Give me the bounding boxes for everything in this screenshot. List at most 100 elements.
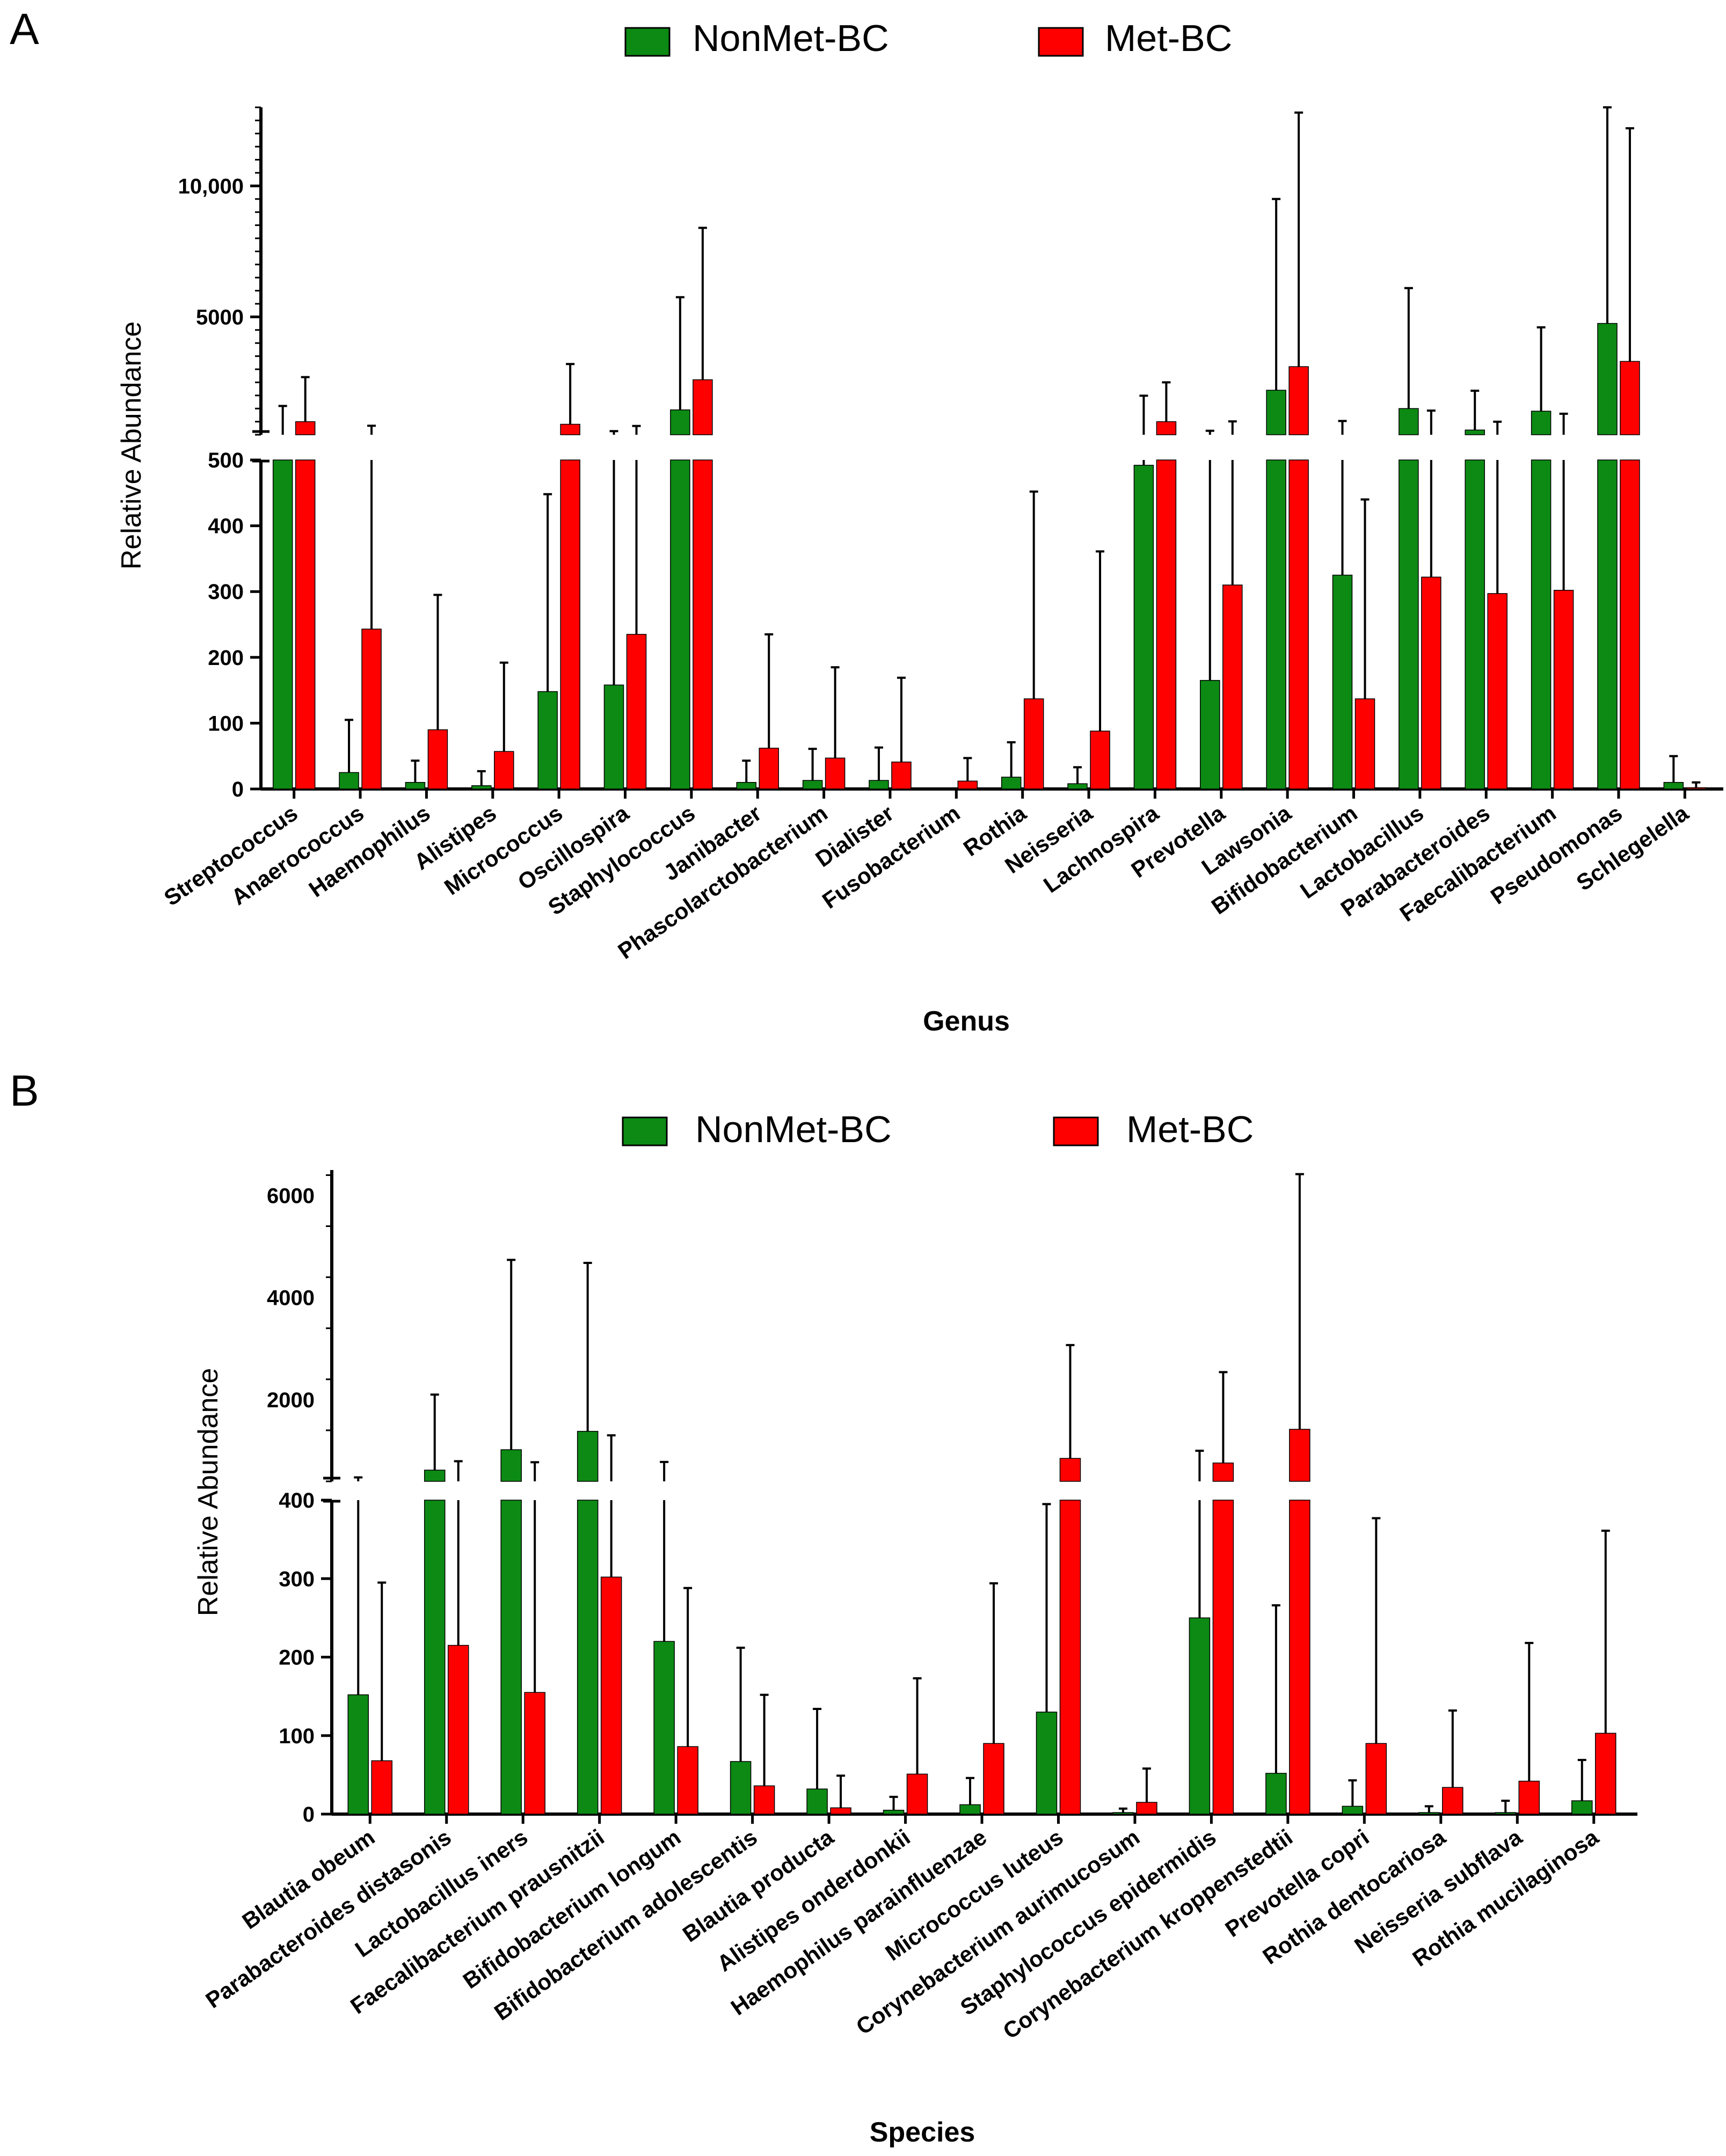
bar-nonmet-faecalibacterium	[1531, 459, 1552, 790]
bar-nonmet-staphylococcus-epidermidis	[1189, 1617, 1211, 1815]
legend-label-met: Met-BC	[1105, 17, 1232, 59]
bar-met-micrococcus-luteus	[1059, 1500, 1081, 1815]
panel-b-y-axis-title: Relative Abundance	[193, 1368, 224, 1617]
bar-met-lawsonia	[1288, 459, 1309, 790]
panel-b-legend: NonMet-BC Met-BC	[622, 1108, 1254, 1150]
panel-a: A NonMet-BC Met-BC Relative Abundance Ge…	[10, 5, 1723, 1037]
bar-met-alistipes-onderdonkii	[906, 1773, 928, 1815]
y-tick-label: 300	[208, 580, 244, 604]
bar-nonmet-staphylococcus-upper	[670, 409, 690, 435]
bar-met-neisseria-subflava	[1518, 1780, 1540, 1815]
y-tick-label: 6000	[267, 1185, 315, 1208]
bar-met-oscillospira	[626, 634, 647, 790]
bar-nonmet-corynebacterium-aurimucosum	[1112, 1812, 1134, 1815]
y-tick-label: 100	[279, 1724, 315, 1748]
bar-met-faecalibacterium	[1553, 589, 1574, 790]
legend-label-nonmet-b: NonMet-BC	[695, 1108, 892, 1150]
bar-nonmet-pseudomonas-upper	[1597, 323, 1618, 435]
bar-met-neisseria	[1090, 730, 1110, 790]
bar-nonmet-rothia	[1001, 777, 1022, 790]
bar-met-staphylococcus-epidermidis-upper	[1212, 1463, 1234, 1482]
bar-met-micrococcus-upper	[560, 423, 580, 435]
bar-met-prevotella	[1222, 584, 1243, 790]
bar-nonmet-bifidobacterium	[1332, 574, 1353, 790]
bar-nonmet-lactobacillus-iners-upper	[500, 1449, 522, 1482]
bar-nonmet-janibacter	[736, 781, 756, 790]
bar-nonmet-bifidobacterium-adolescentis	[730, 1761, 752, 1815]
bar-met-lachnospira	[1156, 459, 1177, 790]
bar-met-fusobacterium	[957, 780, 978, 790]
bar-met-lawsonia-upper	[1288, 366, 1309, 435]
bar-nonmet-micrococcus-luteus	[1036, 1712, 1058, 1815]
y-tick-label: 400	[279, 1489, 315, 1512]
bar-nonmet-schlegelella	[1663, 781, 1684, 790]
panel-b-x-axis-title: Species	[870, 2117, 975, 2148]
bar-met-staphylococcus-upper	[693, 379, 713, 435]
bar-met-lactobacillus	[1421, 576, 1441, 790]
bar-nonmet-neisseria	[1067, 783, 1088, 790]
bar-nonmet-haemophilus	[405, 781, 426, 790]
bar-met-micrococcus-luteus-upper	[1059, 1458, 1081, 1482]
bar-nonmet-faecalibacterium-prausnitzii-upper	[577, 1431, 599, 1482]
bar-nonmet-parabacteroides-upper	[1465, 429, 1485, 435]
bar-met-rothia	[1023, 698, 1044, 790]
bar-nonmet-prevotella	[1200, 679, 1220, 790]
bar-met-bifidobacterium-longum	[677, 1746, 698, 1815]
bar-met-faecalibacterium-prausnitzii	[600, 1576, 622, 1815]
bar-nonmet-parabacteroides-distasonis-upper	[424, 1470, 446, 1482]
bar-met-dialister	[891, 761, 912, 790]
panel-a-y-axis-title: Relative Abundance	[116, 321, 147, 570]
bar-met-janibacter	[759, 748, 779, 790]
bar-nonmet-parabacteroides-distasonis	[424, 1500, 446, 1815]
legend-swatch-nonmet	[624, 27, 671, 57]
bar-met-prevotella-copri	[1365, 1743, 1387, 1815]
bar-nonmet-micrococcus	[537, 691, 558, 790]
bar-met-parabacteroides	[1487, 593, 1507, 790]
bar-nonmet-dialister	[869, 780, 889, 790]
bar-met-staphylococcus-epidermidis	[1212, 1500, 1234, 1815]
y-tick-label: 0	[303, 1803, 315, 1826]
bar-met-phascolarctobacterium	[825, 757, 846, 790]
bar-met-bifidobacterium-adolescentis	[753, 1785, 775, 1815]
legend-swatch-met-b	[1053, 1116, 1099, 1146]
bar-nonmet-pseudomonas	[1597, 459, 1618, 790]
legend-label-met-b: Met-BC	[1126, 1108, 1254, 1150]
bar-nonmet-prevotella-copri	[1342, 1806, 1364, 1815]
y-tick-label: 500	[208, 449, 244, 472]
bar-met-bifidobacterium	[1354, 698, 1375, 790]
bar-met-haemophilus-parainfluenzae	[983, 1743, 1004, 1815]
legend-swatch-met	[1038, 27, 1084, 57]
bar-nonmet-oscillospira	[603, 684, 624, 790]
y-tick-label: 300	[279, 1567, 315, 1591]
bar-met-rothia-mucilaginosa	[1595, 1733, 1616, 1815]
bar-met-pseudomonas-upper	[1620, 361, 1640, 435]
bar-nonmet-faecalibacterium-upper	[1531, 411, 1552, 435]
panel-a-x-axis-title: Genus	[923, 1006, 1010, 1037]
bar-met-corynebacterium-aurimucosum	[1136, 1802, 1157, 1815]
bar-met-alistipes	[494, 751, 514, 790]
bar-nonmet-streptococcus	[272, 459, 293, 790]
panel-b: B NonMet-BC Met-BC Relative Abundance Sp…	[10, 1066, 1637, 2148]
bar-nonmet-blautia-producta	[806, 1788, 828, 1815]
bar-met-schlegelella	[1686, 787, 1707, 790]
bar-nonmet-lachnospira	[1133, 465, 1154, 790]
bar-met-anaerococcus	[361, 628, 382, 790]
panel-b-letter: B	[10, 1066, 39, 1115]
bar-nonmet-faecalibacterium-prausnitzii	[577, 1500, 599, 1815]
bar-nonmet-lawsonia-upper	[1266, 390, 1286, 435]
y-tick-label: 200	[279, 1646, 315, 1670]
bar-met-haemophilus	[427, 729, 448, 790]
bar-met-blautia-obeum	[371, 1760, 392, 1815]
bar-nonmet-lawsonia	[1266, 459, 1286, 790]
bar-nonmet-rothia-dentocariosa	[1418, 1812, 1440, 1815]
legend-swatch-nonmet-b	[622, 1116, 668, 1146]
bar-nonmet-phascolarctobacterium	[802, 780, 823, 790]
y-tick-label: 2000	[267, 1388, 315, 1412]
panel-a-plot: 0100200300400500500010,000StreptococcusA…	[159, 106, 1723, 964]
legend-label-nonmet: NonMet-BC	[693, 17, 889, 59]
bar-nonmet-rothia-mucilaginosa	[1571, 1800, 1593, 1815]
y-tick-label: 200	[208, 646, 244, 670]
bar-nonmet-parabacteroides	[1465, 459, 1485, 790]
